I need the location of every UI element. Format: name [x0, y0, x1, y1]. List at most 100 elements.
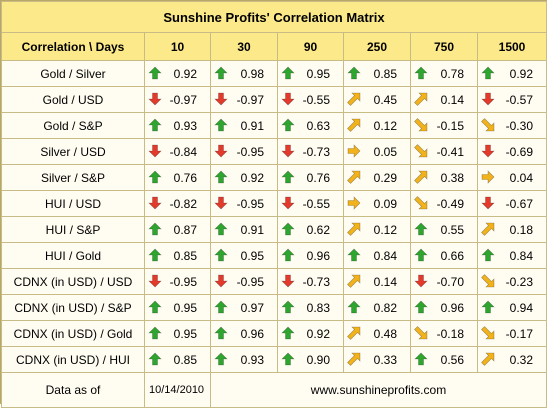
up-icon [281, 170, 295, 184]
correlation-cell: 0.95 [144, 294, 211, 321]
correlation-cell: 0.92 [277, 320, 344, 347]
correlation-cell: 0.29 [343, 164, 411, 191]
correlation-value: 0.12 [373, 222, 397, 237]
up-icon [148, 222, 162, 236]
correlation-value: 0.92 [509, 66, 533, 81]
correlation-cell: 0.93 [210, 346, 278, 373]
correlation-value: -0.23 [505, 274, 533, 289]
correlation-value: 0.95 [306, 66, 330, 81]
diagonal-up-icon [481, 352, 495, 366]
correlation-cell: 0.55 [410, 216, 478, 243]
up-icon [481, 248, 495, 262]
diagonal-up-icon [347, 274, 361, 288]
correlation-cell: 0.12 [343, 216, 411, 243]
correlation-cell: -0.55 [277, 190, 344, 217]
diagonal-up-icon [347, 326, 361, 340]
up-icon [281, 352, 295, 366]
diagonal-up-icon [481, 222, 495, 236]
pair-label: CDNX (in USD) / Gold [1, 320, 145, 347]
correlation-cell: 0.83 [277, 294, 344, 321]
correlation-cell: 0.87 [144, 216, 211, 243]
diagonal-down-icon [414, 118, 428, 132]
correlation-cell: -0.55 [277, 86, 344, 113]
correlation-value: 0.62 [306, 222, 330, 237]
correlation-cell: 0.84 [343, 242, 411, 269]
table-row: Gold / Silver 0.92 0.98 0.95 0.85 0.78 0.92 [1, 60, 547, 87]
correlation-value: 0.92 [240, 170, 264, 185]
pair-label: Gold / USD [1, 86, 145, 113]
correlation-value: 0.76 [173, 170, 197, 185]
data-as-of-label: Data as of [1, 372, 145, 408]
table-row: HUI / USD -0.82 -0.95 -0.55 0.09 -0.49 -0.67 [1, 190, 547, 217]
pair-label: CDNX (in USD) / USD [1, 268, 145, 295]
correlation-cell: 0.32 [477, 346, 547, 373]
correlation-value: 0.96 [440, 300, 464, 315]
correlation-value: -0.49 [436, 196, 464, 211]
correlation-cell: -0.49 [410, 190, 478, 217]
correlation-value: -0.67 [505, 196, 533, 211]
correlation-cell: 0.62 [277, 216, 344, 243]
up-icon [281, 66, 295, 80]
correlation-cell: -0.57 [477, 86, 547, 113]
correlation-cell: 0.96 [410, 294, 478, 321]
correlation-cell: 0.85 [144, 242, 211, 269]
correlation-value: -0.57 [505, 92, 533, 107]
down-icon [214, 196, 228, 210]
pair-label: CDNX (in USD) / HUI [1, 346, 145, 373]
down-icon [148, 196, 162, 210]
correlation-cell: 0.93 [144, 112, 211, 139]
up-icon [414, 248, 428, 262]
correlation-value: -0.73 [302, 274, 330, 289]
correlation-cell: 0.97 [210, 294, 278, 321]
correlation-value: 0.92 [306, 326, 330, 341]
correlation-cell: 0.76 [144, 164, 211, 191]
correlation-value: -0.95 [236, 144, 264, 159]
up-icon [281, 118, 295, 132]
column-header-10: 10 [144, 32, 211, 61]
diagonal-down-icon [414, 196, 428, 210]
correlation-value: 0.95 [173, 326, 197, 341]
up-icon [148, 170, 162, 184]
matrix-title: Sunshine Profits' Correlation Matrix [1, 1, 547, 33]
correlation-cell: -0.95 [210, 268, 278, 295]
correlation-value: 0.85 [173, 352, 197, 367]
up-icon [148, 118, 162, 132]
right-icon [481, 170, 495, 184]
correlation-value: 0.91 [240, 222, 264, 237]
correlation-cell: 0.84 [477, 242, 547, 269]
down-icon [148, 274, 162, 288]
correlation-value: 0.83 [306, 300, 330, 315]
up-icon [414, 352, 428, 366]
pair-label: CDNX (in USD) / S&P [1, 294, 145, 321]
correlation-value: -0.97 [236, 92, 264, 107]
correlation-cell: -0.69 [477, 138, 547, 165]
correlation-value: 0.63 [306, 118, 330, 133]
correlation-value: -0.18 [436, 326, 464, 341]
correlation-cell: 0.14 [410, 86, 478, 113]
correlation-value: 0.90 [306, 352, 330, 367]
down-icon [481, 144, 495, 158]
down-icon [281, 274, 295, 288]
correlation-cell: 0.92 [210, 164, 278, 191]
down-icon [214, 92, 228, 106]
right-icon [347, 144, 361, 158]
down-icon [281, 92, 295, 106]
correlation-cell: 0.38 [410, 164, 478, 191]
correlation-value: 0.96 [240, 326, 264, 341]
correlation-value: 0.93 [173, 118, 197, 133]
down-icon [148, 144, 162, 158]
correlation-value: -0.55 [302, 196, 330, 211]
correlation-cell: -0.17 [477, 320, 547, 347]
data-date: 10/14/2010 [144, 372, 211, 408]
up-icon [148, 300, 162, 314]
pair-label: Silver / USD [1, 138, 145, 165]
website-link[interactable]: www.sunshineprofits.com [210, 372, 547, 408]
up-icon [148, 352, 162, 366]
column-header-30: 30 [210, 32, 278, 61]
correlation-value: 0.94 [509, 300, 533, 315]
correlation-cell: 0.85 [144, 346, 211, 373]
correlation-cell: -0.84 [144, 138, 211, 165]
correlation-cell: 0.76 [277, 164, 344, 191]
up-icon [214, 118, 228, 132]
diagonal-down-icon [414, 326, 428, 340]
